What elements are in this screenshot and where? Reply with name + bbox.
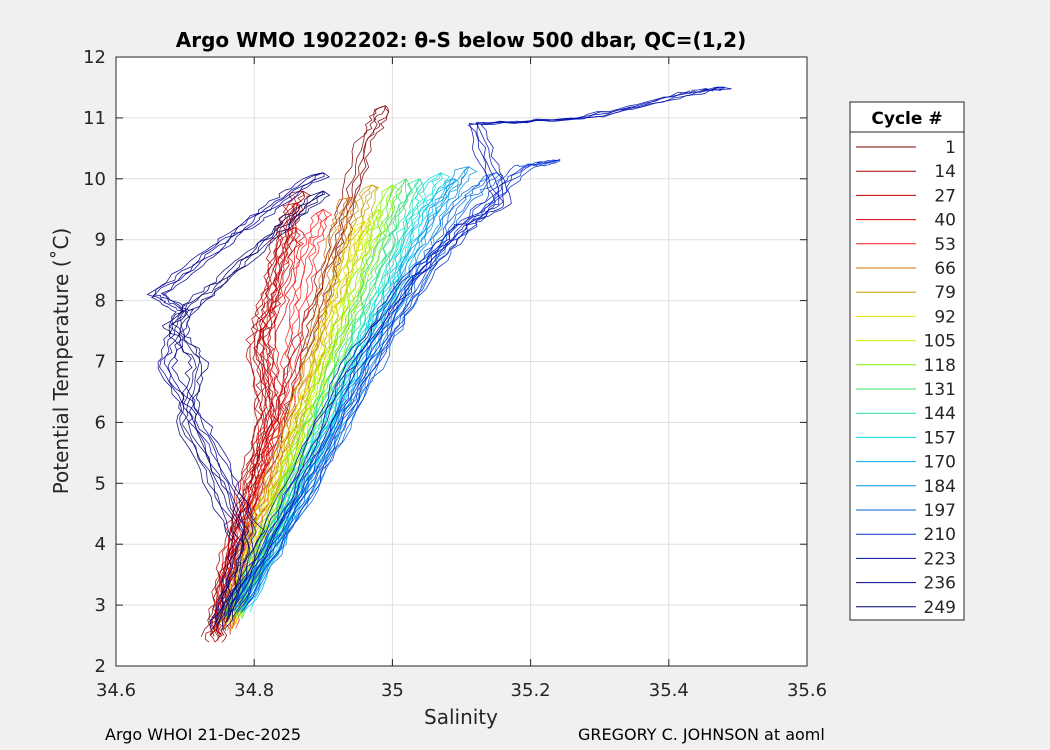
series-line-210 — [237, 158, 560, 613]
series-line-184 — [246, 166, 478, 605]
series-line-92 — [219, 221, 366, 624]
legend-label-53: 53 — [934, 235, 956, 255]
legend-label-197: 197 — [924, 501, 956, 521]
series-line-223 — [226, 86, 725, 619]
legend-title: Cycle # — [871, 109, 942, 129]
series-line-53 — [217, 208, 324, 631]
chart-title: Argo WMO 1902202: θ-S below 500 dbar, QC… — [176, 28, 746, 52]
y-axis-label: Potential Temperature (˚C) — [49, 228, 73, 495]
y-tick-label: 11 — [83, 108, 106, 129]
series-line-118 — [225, 184, 393, 619]
legend-label-118: 118 — [924, 356, 956, 376]
y-tick-label: 3 — [95, 595, 106, 616]
y-tick-label: 12 — [83, 47, 106, 68]
series-line-249 — [180, 190, 331, 630]
footer-left: Argo WHOI 21-Dec-2025 — [105, 725, 302, 744]
legend-label-14: 14 — [934, 162, 956, 182]
legend-label-144: 144 — [924, 404, 956, 424]
x-tick-label: 35.4 — [649, 680, 689, 701]
series-line-144 — [226, 178, 421, 611]
series-line-210 — [222, 160, 559, 611]
series-line-27 — [210, 202, 296, 636]
series-line-92 — [225, 221, 366, 625]
series-line-184 — [238, 166, 469, 605]
series-line-170 — [235, 178, 455, 612]
series-line-105 — [226, 209, 379, 619]
x-tick-label: 34.6 — [96, 680, 136, 701]
series-line-105 — [233, 209, 379, 618]
series-line-236 — [162, 172, 331, 624]
series-line-131 — [225, 178, 407, 617]
legend-label-27: 27 — [934, 186, 956, 206]
legend-label-236: 236 — [924, 574, 956, 594]
series-line-40 — [216, 227, 298, 630]
legend-label-210: 210 — [924, 525, 956, 545]
x-tick-label: 35.2 — [511, 680, 551, 701]
series-line-1 — [211, 105, 386, 637]
y-tick-label: 8 — [95, 291, 106, 312]
data-lines — [146, 86, 732, 643]
legend-label-131: 131 — [924, 380, 956, 400]
ticks: 34.6 34.8 35 35.2 35.4 35.6 2 3 4 5 6 7 8 9 10 11 12 — [83, 47, 827, 701]
y-tick-label: 5 — [95, 473, 106, 494]
legend-label-66: 66 — [934, 259, 956, 279]
series-line-223 — [223, 86, 725, 618]
series-line-249 — [171, 190, 324, 631]
x-tick-label: 34.8 — [234, 680, 274, 701]
y-tick-label: 4 — [95, 534, 106, 555]
series-line-223 — [231, 87, 732, 619]
series-line-144 — [227, 178, 421, 613]
series-line-249 — [170, 190, 326, 630]
legend-label-79: 79 — [934, 283, 956, 303]
series-line-236 — [146, 172, 324, 623]
legend-label-157: 157 — [924, 428, 956, 448]
series-line-197 — [245, 172, 504, 605]
series-line-210 — [240, 159, 561, 613]
series-line-66 — [218, 196, 351, 625]
x-tick-label: 35.6 — [787, 680, 827, 701]
series-line-14 — [204, 190, 303, 643]
legend-label-249: 249 — [924, 598, 956, 618]
legend-label-105: 105 — [924, 332, 956, 352]
legend-label-223: 223 — [924, 549, 956, 569]
series-line-249 — [161, 190, 324, 629]
series-line-197 — [242, 172, 501, 607]
series-line-197 — [239, 172, 497, 605]
series-line-131 — [235, 178, 407, 617]
y-tick-label: 6 — [95, 412, 106, 433]
legend-label-170: 170 — [924, 453, 956, 473]
y-tick-label: 10 — [83, 169, 106, 190]
legend-label-184: 184 — [924, 477, 956, 497]
series-line-210 — [231, 160, 559, 612]
x-tick-label: 35 — [381, 680, 404, 701]
legend-label-92: 92 — [934, 307, 956, 327]
y-tick-label: 7 — [95, 352, 106, 373]
x-axis-label: Salinity — [424, 705, 498, 729]
series-line-53 — [223, 209, 324, 630]
legend-label-40: 40 — [934, 211, 956, 231]
legend: Cycle # 1 14 27 40 53 66 79 92 105 118 131 144 157 17… — [849, 101, 965, 621]
series-line-223 — [215, 87, 725, 619]
footer-right: GREGORY C. JOHNSON at aoml — [578, 725, 825, 744]
legend-items: 1 14 27 40 53 66 79 92 105 118 131 144 157 170 184 197 2… — [856, 138, 956, 618]
series-line-210 — [233, 159, 559, 611]
legend-box — [849, 101, 965, 621]
y-tick-label: 2 — [95, 656, 106, 677]
series-line-249 — [168, 190, 324, 629]
series-line-184 — [235, 166, 469, 604]
y-tick-label: 9 — [95, 230, 106, 251]
legend-label-1: 1 — [945, 138, 956, 158]
